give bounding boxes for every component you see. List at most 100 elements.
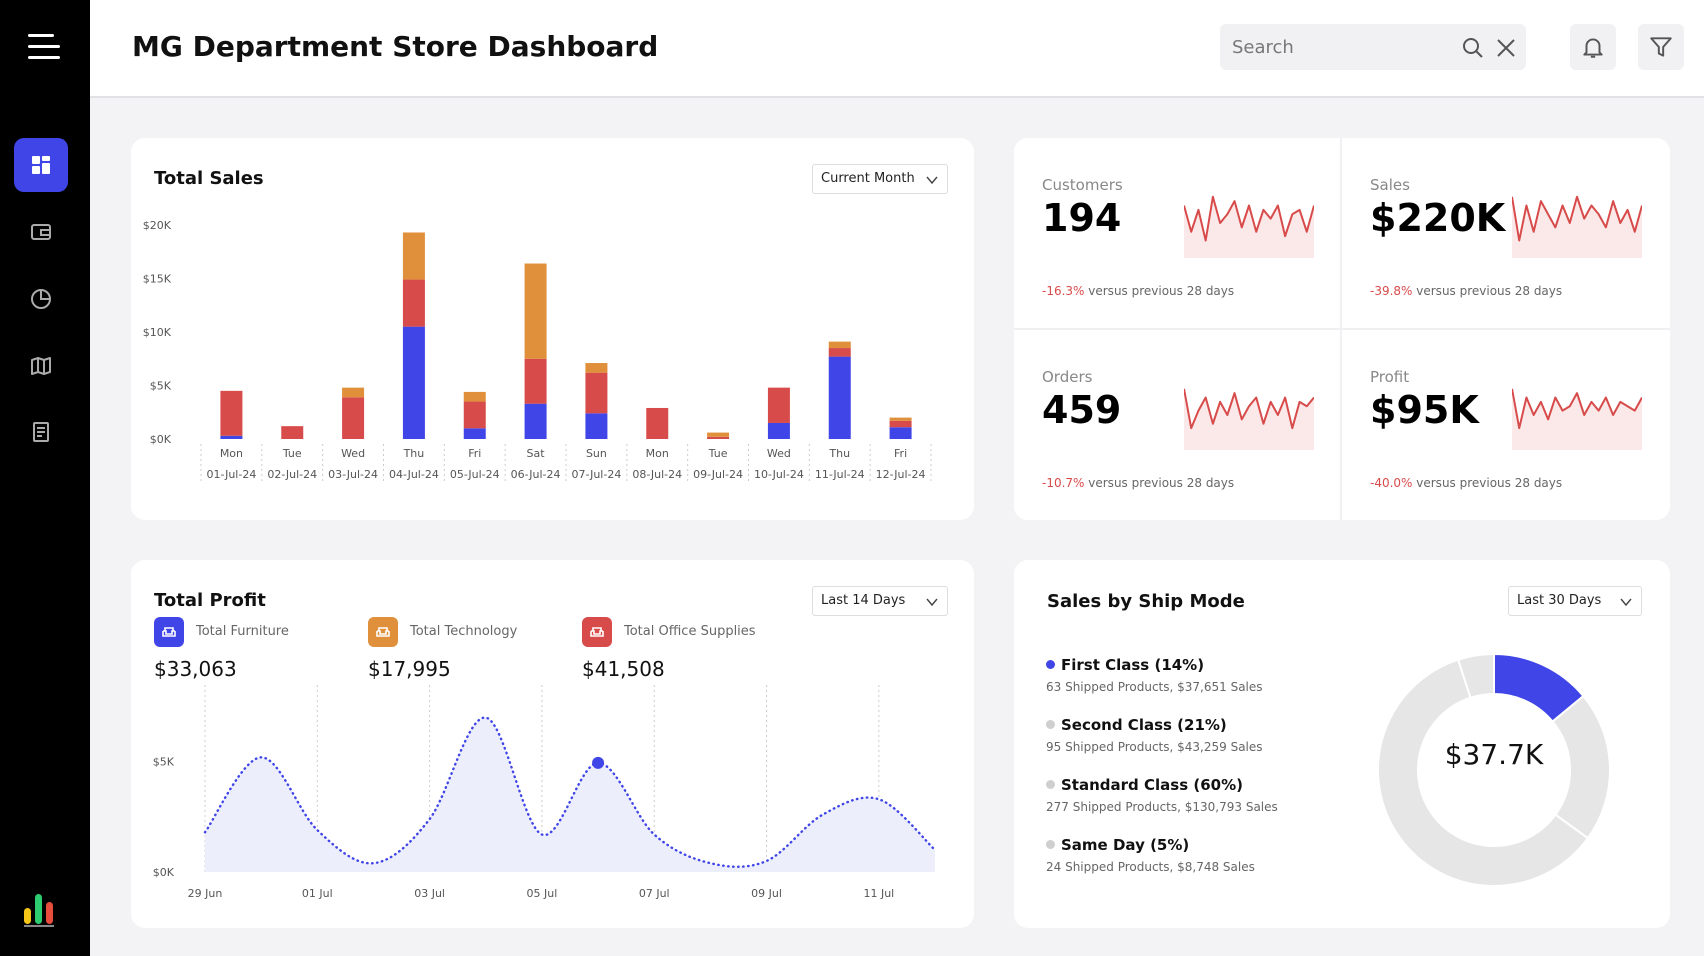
bar-segment bbox=[767, 387, 790, 423]
bar-segment bbox=[463, 401, 486, 429]
kpi-orders: Orders 459 -10.7% versus previous 28 day… bbox=[1014, 330, 1340, 520]
total-profit-title: Total Profit bbox=[154, 590, 266, 611]
x-tick-label: 01 Jul bbox=[302, 887, 333, 900]
ship-mode-name-text: Same Day (5%) bbox=[1061, 836, 1190, 854]
total-sales-title: Total Sales bbox=[154, 168, 264, 189]
x-tick-label: Wed bbox=[767, 447, 791, 460]
chevron-down-icon bbox=[926, 176, 938, 185]
close-icon[interactable] bbox=[1494, 36, 1518, 60]
ship-mode-name-text: Second Class (21%) bbox=[1061, 716, 1227, 734]
ship-mode-name: Standard Class (60%) bbox=[1046, 776, 1278, 794]
armchair-icon bbox=[162, 627, 176, 637]
donut-slice bbox=[1456, 652, 1495, 699]
dashboard-icon bbox=[32, 156, 50, 174]
bar-segment bbox=[828, 341, 851, 349]
x-date-label: 01-Jul-24 bbox=[207, 468, 257, 481]
kpi-comparison-text: versus previous 28 days bbox=[1412, 476, 1563, 490]
hamburger-menu-icon[interactable] bbox=[28, 32, 60, 62]
x-tick-label: Thu bbox=[403, 447, 425, 460]
notifications-button[interactable] bbox=[1570, 24, 1616, 70]
legend-dot bbox=[1046, 840, 1055, 849]
search-icon[interactable] bbox=[1461, 36, 1485, 60]
profit-area bbox=[205, 717, 935, 872]
dropdown-value: Current Month bbox=[821, 171, 915, 186]
y-tick-label: $15K bbox=[143, 273, 172, 286]
bar-segment bbox=[889, 420, 912, 428]
y-tick-label: $0K bbox=[153, 866, 175, 879]
x-tick-label: 05 Jul bbox=[527, 887, 558, 900]
legend-dot bbox=[1046, 660, 1055, 669]
filter-button[interactable] bbox=[1638, 24, 1684, 70]
kpi-label: Customers bbox=[1042, 176, 1123, 194]
map-icon bbox=[31, 357, 51, 375]
y-tick-label: $5K bbox=[150, 380, 172, 393]
ship-mode-title: Sales by Ship Mode bbox=[1047, 591, 1245, 612]
bell-icon bbox=[1583, 38, 1603, 58]
bar-segment bbox=[342, 387, 365, 398]
x-tick-label: Fri bbox=[894, 447, 907, 460]
bar-segment bbox=[585, 363, 608, 373]
kpi-comparison: -10.7% versus previous 28 days bbox=[1042, 476, 1234, 490]
x-tick-label: 29 Jun bbox=[188, 887, 223, 900]
ship-mode-name-text: Standard Class (60%) bbox=[1061, 776, 1243, 794]
sales-sparkline bbox=[1512, 195, 1642, 258]
kpi-value: $220K bbox=[1370, 196, 1506, 240]
sidebar-item-analytics[interactable] bbox=[14, 272, 68, 326]
ship-mode-row-standard-class: Standard Class (60%) 277 Shipped Product… bbox=[1046, 776, 1278, 814]
sidebar-item-reports[interactable] bbox=[14, 405, 68, 459]
donut-slice bbox=[1377, 658, 1590, 887]
kpi-customers: Customers 194 -16.3% versus previous 28 … bbox=[1014, 138, 1340, 328]
sparkline-area bbox=[1512, 388, 1642, 450]
profit-line bbox=[203, 716, 937, 868]
bar-segment bbox=[220, 435, 243, 439]
x-date-label: 10-Jul-24 bbox=[754, 468, 804, 481]
header: MG Department Store Dashboard bbox=[90, 0, 1704, 98]
kpi-delta: -16.3% bbox=[1042, 284, 1085, 298]
ship-mode-detail: 277 Shipped Products, $130,793 Sales bbox=[1046, 800, 1278, 814]
bar-segment bbox=[524, 403, 547, 439]
bar-segment bbox=[707, 432, 730, 437]
ship-mode-donut-chart bbox=[1377, 652, 1611, 887]
kpi-comparison-text: versus previous 28 days bbox=[1084, 476, 1235, 490]
x-tick-label: Tue bbox=[708, 447, 728, 460]
kpi-value: 459 bbox=[1042, 388, 1122, 432]
legend-icon-box bbox=[582, 617, 612, 647]
x-date-label: 11-Jul-24 bbox=[815, 468, 865, 481]
sparkline-line bbox=[1184, 388, 1314, 430]
bar-segment bbox=[889, 417, 912, 421]
kpi-delta: -10.7% bbox=[1042, 476, 1085, 490]
sidebar-item-dashboard[interactable] bbox=[14, 138, 68, 192]
kpi-delta: -39.8% bbox=[1370, 284, 1413, 298]
bar-segment bbox=[402, 326, 425, 439]
sidebar-item-map[interactable] bbox=[14, 339, 68, 393]
legend-dot bbox=[1046, 780, 1055, 789]
sparkline-line bbox=[1512, 195, 1642, 242]
legend-value: $33,063 bbox=[154, 657, 237, 681]
sidebar-item-wallet[interactable] bbox=[14, 205, 68, 259]
ship-mode-period-dropdown[interactable]: Last 30 Days bbox=[1508, 586, 1642, 616]
y-tick-label: $5K bbox=[153, 756, 175, 769]
chevron-down-icon bbox=[926, 598, 938, 607]
total-profit-period-dropdown[interactable]: Last 14 Days bbox=[812, 586, 948, 616]
x-tick-label: Wed bbox=[341, 447, 365, 460]
ship-mode-detail: 95 Shipped Products, $43,259 Sales bbox=[1046, 740, 1263, 754]
x-date-label: 12-Jul-24 bbox=[876, 468, 926, 481]
ship-mode-name-text: First Class (14%) bbox=[1061, 656, 1205, 674]
search-input[interactable] bbox=[1232, 24, 1452, 70]
customers-sparkline bbox=[1184, 195, 1314, 258]
legend-value: $17,995 bbox=[368, 657, 451, 681]
kpi-comparison: -39.8% versus previous 28 days bbox=[1370, 284, 1562, 298]
orders-sparkline bbox=[1184, 388, 1314, 450]
bar-segment bbox=[767, 422, 790, 439]
x-tick-label: Sun bbox=[586, 447, 607, 460]
x-date-label: 08-Jul-24 bbox=[632, 468, 682, 481]
kpi-value: 194 bbox=[1042, 196, 1122, 240]
total-sales-period-dropdown[interactable]: Current Month bbox=[812, 164, 948, 194]
x-tick-label: Thu bbox=[828, 447, 850, 460]
bar-segment bbox=[707, 436, 730, 439]
donut-center-value: $37.7K bbox=[1444, 738, 1544, 771]
bar-segment bbox=[402, 232, 425, 280]
kpi-sales: Sales $220K -39.8% versus previous 28 da… bbox=[1342, 138, 1668, 328]
legend-label: Total Office Supplies bbox=[624, 624, 756, 639]
wallet-icon bbox=[31, 224, 51, 240]
